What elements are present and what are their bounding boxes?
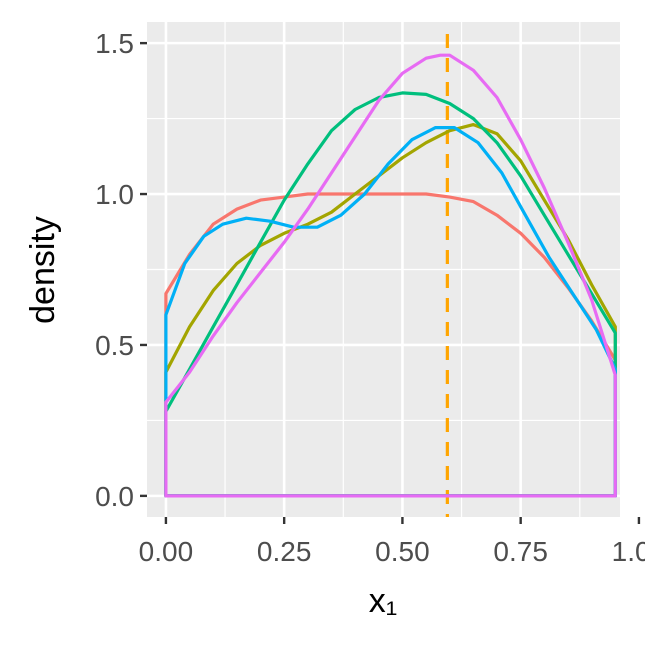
x-tick-label: 0.25 xyxy=(257,536,312,567)
axes-group: 0.00 0.25 0.50 0.75 1.00 0.0 0.5 1.0 1.5 xyxy=(95,28,645,567)
density-series-3 xyxy=(164,91,617,498)
y-tick-label: 0.0 xyxy=(95,481,134,512)
x-tick-label: 1.00 xyxy=(612,536,645,567)
x-tick-label: 0.00 xyxy=(139,536,194,567)
series-group xyxy=(164,53,617,498)
x-axis-title: x₁ xyxy=(369,582,397,620)
y-tick-label: 0.5 xyxy=(95,330,134,361)
y-tick-label: 1.5 xyxy=(95,28,134,59)
density-series-5 xyxy=(164,53,617,498)
y-axis-title: density xyxy=(24,216,62,324)
density-series-4 xyxy=(164,126,617,498)
x-tick-label: 0.50 xyxy=(375,536,430,567)
density-series-2 xyxy=(164,123,617,498)
y-tick-label: 1.0 xyxy=(95,179,134,210)
x-tick-label: 0.75 xyxy=(493,536,548,567)
